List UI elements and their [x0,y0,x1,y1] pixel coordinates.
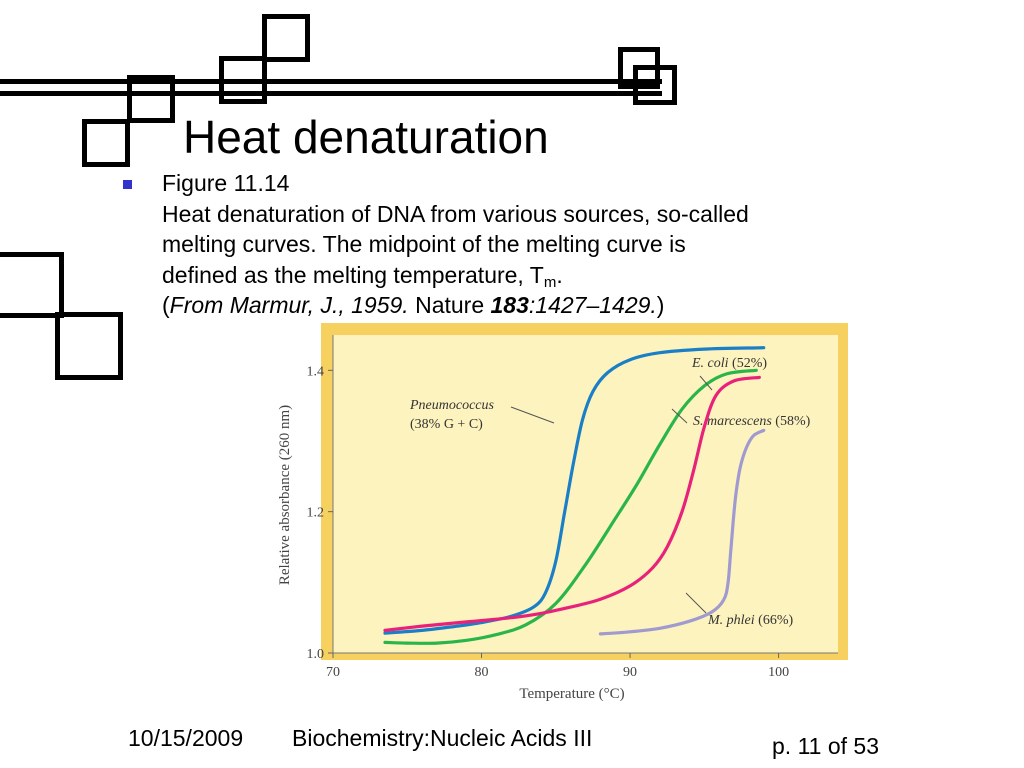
caption-line-1: Heat denaturation of DNA from various so… [162,200,749,227]
caption-line-2: melting curves. The midpoint of the melt… [162,231,686,257]
red-square-left [55,312,123,380]
label-leader-ecoli [699,375,713,391]
series-line-pneumococcus-g-c [383,368,758,645]
label-smarcescens: S. marcescens (58%) [693,414,811,429]
label-mphlei: M. phlei (66%) [707,613,793,628]
tm-subscript: m [543,273,557,291]
x-tick-label-1: 80 [475,665,489,680]
caption-line-3: defined as the melting temperature, Tm. [162,260,922,291]
series-line-s-marcescens [383,375,761,632]
slide-title: Heat denaturation [183,111,549,163]
y-axis-label: Relative absorbance (260 nm) [277,405,293,585]
melting-curve-chart: 70 80 90 100 1.0 1.2 1.4 E. coli (52%) Pneumoc… [277,323,848,702]
citation-pages: :1427–1429. [528,292,657,318]
yellow-square-right [618,47,660,89]
caption-line-3-end: . [556,261,563,288]
top-decor-line-upper [0,79,662,84]
blue-square-left [82,119,130,167]
label-ecoli: E. coli (52%) [691,356,767,371]
label-pneumococcus-gc: (38% G + C) [410,417,483,432]
citation-author: From Marmur, J., 1959. [169,292,409,318]
blue-square-top [219,56,267,104]
label-pneumococcus-name: Pneumococcus [409,398,495,413]
red-square-top [262,14,310,62]
bullet-square-icon [123,180,132,189]
y-tick-label-2: 1.4 [307,364,325,379]
series-line-e-coli [383,346,766,635]
green-square [127,75,175,123]
plot-background [333,335,838,653]
citation-open: ( [162,292,170,318]
y-tick-label-1: 1.2 [307,506,325,521]
figure-number: Figure 11.14 [162,170,290,196]
bullet-text: Figure 11.14 Heat denaturation of DNA fr… [162,168,922,321]
citation: (From Marmur, J., 1959. Nature 183:1427–… [162,290,922,321]
label-leader-smarcescens [671,408,688,424]
citation-journal: Nature [408,292,491,318]
yellow-square-left [0,252,64,318]
footer-course: Biochemistry:Nucleic Acids III [292,725,593,751]
x-axis-label: Temperature (°C) [519,686,624,702]
top-decor-line-lower [0,91,662,96]
x-tick-label-0: 70 [326,665,340,680]
y-tick-label-0: 1.0 [307,647,325,662]
footer-page-number: p. 11 of 53 [772,733,879,759]
footer-date: 10/15/2009 [128,725,244,751]
x-tick-label-2: 90 [623,665,637,680]
x-tick-label-3: 100 [768,665,789,680]
citation-volume: 183 [490,292,529,318]
melting-curve-figure: 70 80 90 100 1.0 1.2 1.4 E. coli (52%) Pneumoc… [258,323,848,708]
label-leader-mphlei [685,592,707,614]
citation-close: ) [656,292,665,318]
label-leader-pneumococcus [510,406,555,424]
caption-line-3-text: defined as the melting temperature, T [162,261,544,288]
series-line-m-phlei [598,428,766,636]
